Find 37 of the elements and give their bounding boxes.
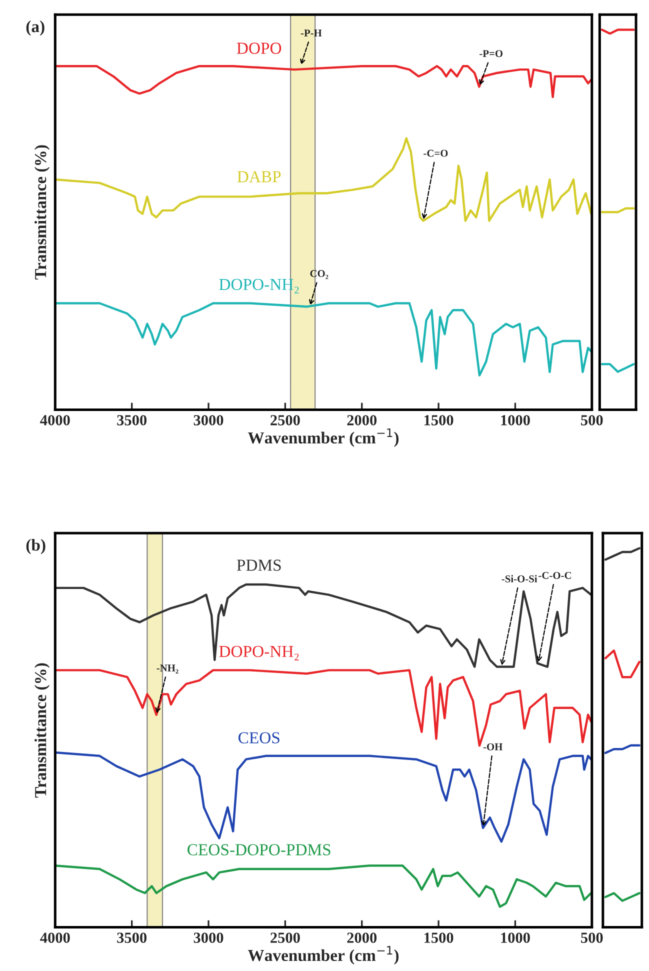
series-label: CEOS-DOPO-PDMS [188,844,330,856]
series-label: DOPO [236,42,282,54]
x-tick-label: 2500 [270,932,300,943]
series-label: PDMS [236,560,281,571]
x-tick-label: 4000 [40,415,70,426]
y-axis-title: Transmittance (%) [34,145,50,280]
x-axis-title: Wavenumber (cm$^{−1}$) [248,946,399,964]
chart-title: (a) [26,20,44,36]
chart-title: (b) [26,538,46,554]
x-tick-label: 3000 [194,415,224,426]
y-axis-title: Transmittance (%) [34,663,50,798]
annotation: -P=O [480,50,503,58]
x-tick-label: 1500 [424,415,454,426]
annotation: -OH [483,743,503,750]
x-axis-title: Wavenumber (cm$^{−1}$) [248,428,399,447]
annotation: -Si-O-Si [502,575,538,582]
annotation: CO₂ [310,270,328,280]
x-tick-label: 3500 [117,415,147,426]
x-tick-label: 500 [581,932,603,943]
x-tick-label: 3000 [194,932,224,943]
series-label: DOPO-NH₂ [219,278,299,294]
x-tick-label: 2000 [347,932,377,943]
annotation: -NH₂ [156,664,178,674]
x-tick-label: 2000 [347,415,377,426]
x-tick-label: 1000 [501,932,530,943]
x-tick-label: 1500 [424,932,454,943]
annotation: -C-O-C [538,572,571,579]
series-label: CEOS [238,732,280,744]
x-tick-label: 3500 [117,932,147,943]
x-tick-label: 1000 [501,415,530,426]
annotation: -P-H [300,30,322,36]
x-tick-label: 2500 [270,415,300,426]
annotation: -C=O [424,150,448,157]
series-label: DOPO-NH₂ [219,646,299,660]
series-label: DABP [237,171,281,182]
x-tick-label: 4000 [40,932,70,943]
x-tick-label: 500 [581,415,603,426]
